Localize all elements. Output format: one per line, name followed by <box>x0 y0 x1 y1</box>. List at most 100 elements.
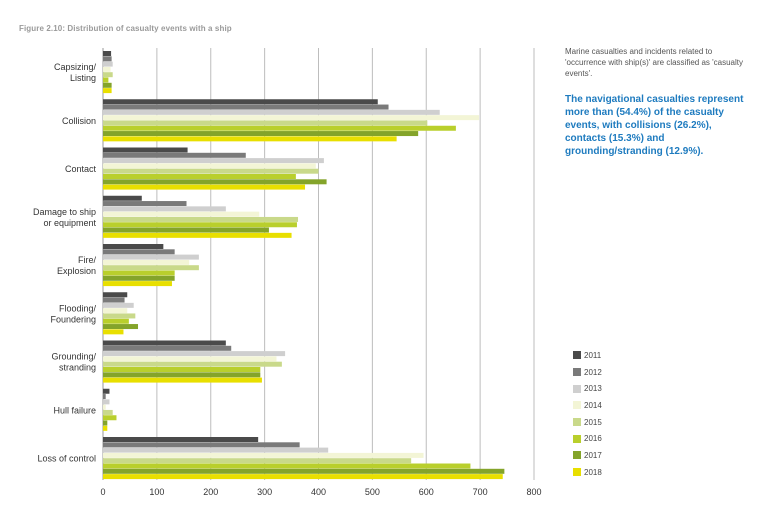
bar <box>103 51 112 56</box>
bar <box>103 120 428 126</box>
legend-label: 2014 <box>584 400 602 410</box>
legend: 2011 2012 2013 2014 2015 2016 2017 2018 <box>573 347 602 481</box>
legend-label: 2017 <box>584 450 602 460</box>
legend-label: 2012 <box>584 367 602 377</box>
x-tick-label: 700 <box>473 487 488 497</box>
bar <box>103 394 106 400</box>
category-label: Capsizing/ <box>54 62 97 72</box>
bar <box>103 222 297 228</box>
x-tick-label: 500 <box>365 487 380 497</box>
x-tick-label: 300 <box>257 487 272 497</box>
bar <box>103 77 109 83</box>
x-tick-label: 600 <box>419 487 434 497</box>
x-tick-label: 200 <box>203 487 218 497</box>
classification-note: Marine casualties and incidents related … <box>565 47 743 78</box>
bar <box>103 125 456 131</box>
bar <box>103 367 261 372</box>
legend-label: 2018 <box>584 467 602 477</box>
bar <box>103 109 440 115</box>
legend-label: 2013 <box>584 384 602 394</box>
bar <box>103 415 117 421</box>
category-label: Collision <box>62 116 96 126</box>
bar <box>103 420 108 426</box>
legend-swatch <box>573 401 581 410</box>
category-label: Listing <box>70 73 96 83</box>
bar <box>103 244 164 249</box>
category-label: Fire/ <box>78 255 96 265</box>
bar <box>103 324 139 330</box>
bar <box>103 147 188 153</box>
legend-swatch <box>573 434 581 443</box>
bar <box>103 388 110 394</box>
bar <box>103 356 277 362</box>
x-tick-label: 800 <box>526 487 541 497</box>
x-tick-label: 400 <box>311 487 326 497</box>
bar <box>103 302 134 308</box>
category-label: Flooding/ <box>59 303 97 313</box>
bar <box>103 254 199 260</box>
bar <box>103 361 282 367</box>
bar <box>103 275 175 281</box>
bar <box>103 265 199 271</box>
figure-title: Figure 2.10: Distribution of casualty ev… <box>19 24 232 33</box>
category-labels: Capsizing/Listing Collision Contact Damage … <box>33 62 97 464</box>
category-label: stranding <box>59 363 96 373</box>
bar <box>103 115 480 121</box>
legend-swatch <box>573 368 581 377</box>
bar <box>103 131 419 137</box>
bar <box>103 463 471 469</box>
legend-label: 2011 <box>584 350 602 360</box>
bar <box>103 136 397 142</box>
bar <box>103 468 505 474</box>
legend-swatch <box>573 351 581 360</box>
legend-item: 2011 <box>573 347 602 364</box>
bar <box>103 201 187 207</box>
bar <box>103 372 261 378</box>
bar <box>103 104 389 110</box>
bar <box>103 88 112 94</box>
category-label: Foundering <box>50 314 96 324</box>
legend-swatch <box>573 468 581 477</box>
bar <box>103 206 226 212</box>
bar <box>103 179 327 185</box>
bar <box>103 82 112 88</box>
bar <box>103 270 175 276</box>
category-label: Contact <box>65 164 97 174</box>
bar <box>103 458 412 464</box>
bar <box>103 308 128 314</box>
bar <box>103 72 113 78</box>
category-label: Explosion <box>57 266 96 276</box>
bar <box>103 249 175 255</box>
bar <box>103 163 316 169</box>
bar <box>103 452 424 458</box>
bar <box>103 259 190 265</box>
legend-swatch <box>573 418 581 427</box>
legend-item: 2016 <box>573 430 602 447</box>
bar <box>103 168 319 174</box>
bar <box>103 425 108 431</box>
category-label: Damage to ship <box>33 207 96 217</box>
bar <box>103 351 286 357</box>
bar <box>103 195 142 201</box>
legend-item: 2018 <box>573 464 602 481</box>
bar <box>103 152 246 158</box>
bar <box>103 340 226 346</box>
bar <box>103 281 172 287</box>
legend-item: 2012 <box>573 364 602 381</box>
bar <box>103 158 324 164</box>
bar <box>103 447 329 453</box>
legend-item: 2014 <box>573 397 602 414</box>
legend-item: 2013 <box>573 380 602 397</box>
x-tick-label: 0 <box>100 487 105 497</box>
x-tick-labels: 0 100 200 300 400 500 600 700 800 <box>100 487 541 497</box>
bar <box>103 377 262 383</box>
bar <box>103 345 232 351</box>
bar <box>103 216 299 222</box>
bar <box>103 437 259 442</box>
bar <box>103 66 111 72</box>
category-label: Hull failure <box>53 405 96 415</box>
category-label: Grounding/ <box>51 352 96 362</box>
legend-swatch <box>573 384 581 393</box>
bar <box>103 313 136 319</box>
